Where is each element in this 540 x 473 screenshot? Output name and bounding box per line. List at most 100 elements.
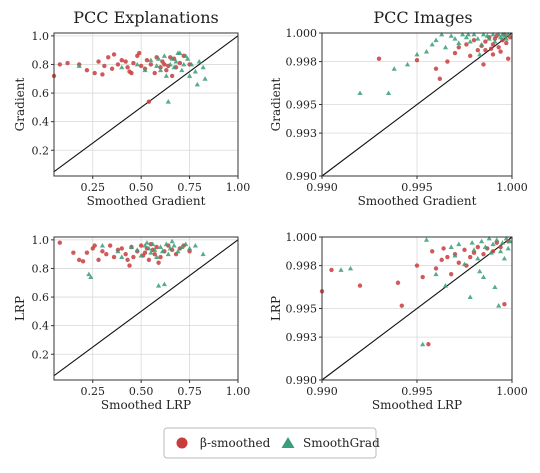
- data-point-beta-smoothed: [437, 76, 442, 81]
- data-point-smoothgrad: [86, 271, 92, 277]
- data-point-beta-smoothed: [84, 250, 90, 255]
- data-point-beta-smoothed: [104, 251, 109, 257]
- y-tick-label: 0.2: [32, 144, 50, 157]
- y-tick-label: 0.990: [286, 170, 318, 183]
- data-point-smoothgrad: [163, 73, 169, 78]
- data-point-beta-smoothed: [100, 249, 105, 254]
- y-tick-label: 0.993: [286, 127, 318, 140]
- y-tick-label: 1.000: [286, 231, 318, 244]
- data-point-smoothgrad: [192, 69, 198, 74]
- data-point-smoothgrad: [154, 63, 160, 68]
- data-point-smoothgrad: [150, 241, 156, 247]
- data-point-smoothgrad: [486, 36, 492, 41]
- data-point-beta-smoothed: [430, 249, 435, 254]
- x-tick-label: 0.990: [306, 385, 338, 398]
- x-axis-label: Smoothed Gradient: [87, 194, 206, 208]
- x-tick-label: 0.25: [80, 385, 105, 398]
- data-point-beta-smoothed: [481, 251, 486, 257]
- data-point-smoothgrad: [196, 59, 202, 64]
- data-point-beta-smoothed: [84, 67, 90, 73]
- data-point-beta-smoothed: [154, 244, 159, 250]
- data-point-smoothgrad: [146, 245, 152, 251]
- data-point-smoothgrad: [499, 240, 506, 245]
- data-point-smoothgrad: [404, 61, 411, 67]
- scatter-panel-explanations-lrp: 0.25 0.50 0.75 1.00 0.2 0.4 0.6 0.8 1.0 Smoothed …: [13, 234, 250, 412]
- data-point-beta-smoothed: [57, 240, 63, 245]
- data-point-smoothgrad: [171, 64, 177, 70]
- x-tick-label: 0.990: [306, 181, 338, 194]
- data-point-beta-smoothed: [177, 60, 183, 66]
- y-tick-label: 0.8: [32, 262, 50, 275]
- data-point-smoothgrad: [486, 235, 492, 241]
- data-point-beta-smoothed: [131, 60, 136, 66]
- scatter-panel-images-gradient: 0.990 0.995 1.000 0.990 0.993 0.995 0.998 1.000…: [269, 27, 528, 208]
- data-point-smoothgrad: [186, 245, 193, 251]
- data-point-beta-smoothed: [156, 260, 161, 265]
- x-tick-label: 1.00: [226, 385, 251, 398]
- data-point-smoothgrad: [188, 61, 195, 67]
- data-point-smoothgrad: [494, 237, 500, 242]
- x-tick-label: 0.75: [177, 385, 202, 398]
- data-point-beta-smoothed: [439, 257, 444, 263]
- data-point-beta-smoothed: [138, 243, 144, 248]
- x-tick-label: 1.000: [496, 181, 528, 194]
- data-point-smoothgrad: [165, 99, 171, 104]
- x-tick-label: 0.50: [129, 181, 154, 194]
- data-point-smoothgrad: [482, 244, 488, 249]
- column-title-explanations: PCC Explanations: [73, 8, 218, 27]
- data-point-smoothgrad: [157, 244, 164, 249]
- data-point-beta-smoothed: [483, 47, 488, 53]
- y-tick-label: 0.4: [32, 320, 50, 333]
- data-point-beta-smoothed: [433, 266, 439, 271]
- legend-label-beta-smoothed: β-smoothed: [200, 436, 271, 450]
- data-point-beta-smoothed: [496, 45, 501, 50]
- legend-marker-smoothgrad: [281, 437, 295, 448]
- diagonal-reference-line: [53, 35, 239, 173]
- plot-frame: [53, 32, 239, 177]
- data-point-beta-smoothed: [76, 257, 82, 263]
- data-point-beta-smoothed: [96, 257, 101, 263]
- data-point-smoothgrad: [498, 34, 504, 40]
- data-point-beta-smoothed: [106, 55, 111, 60]
- data-point-smoothgrad: [480, 274, 487, 279]
- data-point-smoothgrad: [505, 31, 511, 37]
- data-point-beta-smoothed: [102, 63, 107, 69]
- y-tick-label: 0.2: [32, 348, 50, 361]
- data-point-smoothgrad: [456, 241, 462, 247]
- data-point-smoothgrad: [475, 36, 481, 41]
- scatter-panel-explanations-gradient: 0.25 0.50 0.75 1.00 0.2 0.4 0.6 0.8 1.0 Smoothed …: [13, 30, 250, 208]
- data-point-smoothgrad: [154, 254, 160, 259]
- data-point-beta-smoothed: [127, 69, 132, 74]
- data-point-smoothgrad: [128, 244, 135, 249]
- data-point-smoothgrad: [452, 252, 458, 258]
- data-point-smoothgrad: [461, 261, 468, 267]
- data-point-beta-smoothed: [131, 254, 136, 260]
- column-title-images: PCC Images: [373, 8, 472, 27]
- data-point-smoothgrad: [456, 40, 462, 45]
- data-point-beta-smoothed: [490, 52, 496, 57]
- data-point-smoothgrad: [448, 244, 454, 249]
- data-point-smoothgrad: [142, 67, 148, 73]
- x-tick-label: 0.995: [401, 181, 433, 194]
- data-point-smoothgrad: [442, 283, 449, 288]
- data-point-beta-smoothed: [109, 66, 115, 71]
- y-tick-label: 1.0: [32, 234, 50, 247]
- y-axis-label: Gradient: [13, 78, 27, 132]
- data-point-beta-smoothed: [152, 70, 157, 76]
- data-point-beta-smoothed: [152, 251, 157, 257]
- data-point-smoothgrad: [161, 53, 167, 58]
- data-point-beta-smoothed: [498, 244, 503, 250]
- data-point-smoothgrad: [165, 251, 171, 257]
- y-tick-label: 0.8: [32, 58, 50, 71]
- data-point-beta-smoothed: [148, 62, 154, 67]
- data-point-smoothgrad: [357, 90, 363, 96]
- data-point-beta-smoothed: [498, 49, 503, 54]
- data-point-beta-smoothed: [471, 37, 477, 43]
- data-point-smoothgrad: [479, 41, 485, 47]
- data-point-beta-smoothed: [125, 257, 130, 263]
- data-point-smoothgrad: [467, 294, 473, 300]
- data-point-smoothgrad: [171, 242, 177, 248]
- data-point-smoothgrad: [148, 57, 154, 63]
- data-point-beta-smoothed: [144, 57, 150, 63]
